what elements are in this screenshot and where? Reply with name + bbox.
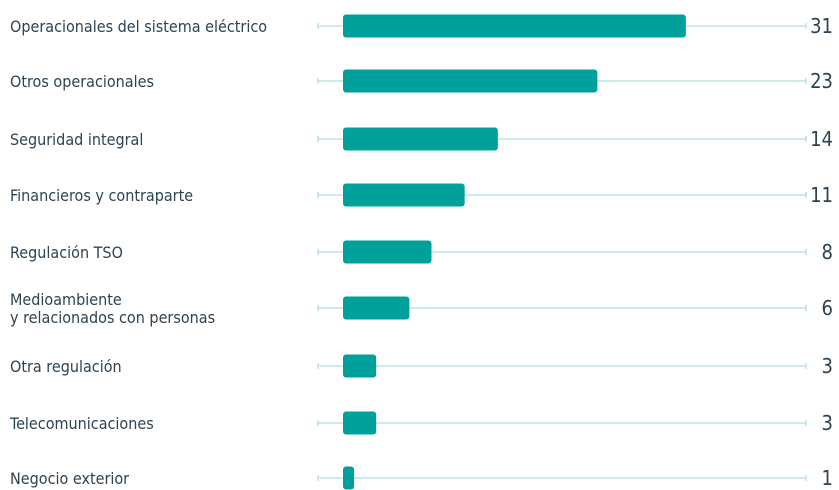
bar-row: Otros operacionales 23 [10,69,833,93]
bar-row: Operacionales del sistema eléctrico 31 [10,14,833,38]
category-label-line: Seguridad integral [10,130,143,149]
bar [343,240,432,264]
bar [343,127,498,151]
category-label: Medioambiente y relacionados con personas [10,290,215,327]
category-label: Seguridad integral [10,130,143,149]
bar [343,14,686,38]
category-label: Telecomunicaciones [9,414,154,433]
bar-row: Financieros y contraparte 11 [10,183,833,207]
value-label: 11 [810,183,833,207]
category-label-line: Negocio exterior [10,469,129,488]
category-label: Negocio exterior [10,469,129,488]
category-label-line: Telecomunicaciones [9,414,154,433]
category-label-line: y relacionados con personas [10,308,215,327]
value-label: 23 [810,69,833,93]
category-label: Regulación TSO [10,243,123,262]
bar-row: Otra regulación 3 [10,354,833,378]
value-label: 3 [822,411,833,435]
bar [343,354,377,378]
value-label: 3 [822,354,833,378]
category-label-line: Operacionales del sistema eléctrico [10,17,267,36]
value-label: 8 [822,240,833,264]
bar-row: Regulación TSO 8 [10,240,833,264]
category-label-line: Otra regulación [10,357,122,376]
bar [343,411,377,435]
bar-row: Seguridad integral 14 [10,127,833,151]
bar [343,183,465,207]
value-label: 31 [810,14,833,38]
category-label: Otra regulación [10,357,122,376]
category-label-line: Medioambiente [10,290,122,309]
bar [343,69,598,93]
category-label-line: Regulación TSO [10,243,123,262]
category-label-line: Otros operacionales [10,72,154,91]
category-label: Otros operacionales [10,72,154,91]
category-label-line: Financieros y contraparte [10,186,193,205]
bar-row: Telecomunicaciones 3 [9,411,833,435]
bar-row: Medioambiente y relacionados con personas… [10,290,833,327]
value-label: 1 [822,466,833,490]
value-label: 6 [822,296,833,320]
category-label: Operacionales del sistema eléctrico [10,17,267,36]
category-label: Financieros y contraparte [10,186,193,205]
bar [343,296,410,320]
bar-row: Negocio exterior 1 [10,466,833,490]
bar [343,466,355,490]
value-label: 14 [810,127,833,151]
